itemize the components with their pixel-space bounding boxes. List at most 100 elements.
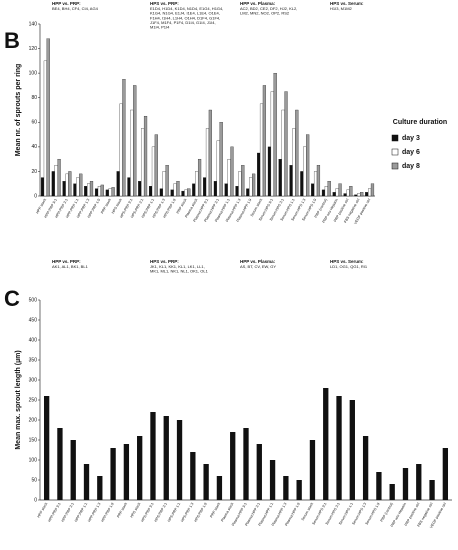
bar <box>270 91 274 197</box>
group-header: HPS vs. Serum: <box>330 1 364 6</box>
bar <box>46 38 50 197</box>
y-tick-label: 350 <box>29 357 38 363</box>
y-tick-label: 200 <box>29 417 38 423</box>
bar <box>306 134 310 197</box>
x-tick-label: HPS stock <box>111 198 123 215</box>
bar <box>127 177 131 197</box>
bar <box>416 464 422 500</box>
y-tick-label: 500 <box>29 297 38 303</box>
x-tick-label: HPS:PRP 1:9 <box>193 502 207 523</box>
bar <box>289 165 293 197</box>
bar <box>327 181 331 197</box>
bar <box>338 183 342 197</box>
bar <box>219 122 223 197</box>
y-tick-label: 140 <box>29 21 38 27</box>
bar <box>151 146 156 197</box>
group-header: HPP vs. PRP: <box>52 1 81 6</box>
y-tick-label: 50 <box>31 477 37 483</box>
group-header-line: AC2, BD2, CE2, DF2, HJ2, KL2, <box>240 6 297 11</box>
y-tick-label: 100 <box>29 70 38 76</box>
y-tick-label: 150 <box>29 437 38 443</box>
bar <box>249 177 253 197</box>
bar <box>370 183 375 197</box>
bar <box>267 146 272 197</box>
bar <box>100 184 104 197</box>
bar <box>256 444 262 500</box>
bar <box>116 171 120 197</box>
group-header: HPP vs. Plasma: <box>240 259 276 264</box>
x-tick-label: HPP:PRP 9:1 <box>47 502 61 523</box>
bar <box>273 72 277 197</box>
bar <box>284 91 288 197</box>
bar <box>87 183 91 197</box>
x-tick-label: HPP:PRP 1:3 <box>87 502 101 523</box>
y-tick-label: 300 <box>29 377 38 383</box>
bar <box>216 476 223 500</box>
group-header: HPS vs. PRP: <box>150 1 179 6</box>
bar <box>162 171 166 197</box>
bar <box>296 480 302 500</box>
bar <box>192 183 196 197</box>
bar <box>94 188 99 197</box>
y-tick-label: 0 <box>34 193 37 199</box>
bar <box>376 472 382 500</box>
bar <box>309 440 316 500</box>
bar <box>365 192 369 197</box>
bar <box>313 171 318 197</box>
x-tick-label: HPS:PRP 9:1 <box>140 502 154 523</box>
group-header-line: LM2, MN2, NO2, OP2, RS2 <box>240 11 290 16</box>
x-tick-label: PRP stock <box>100 198 112 215</box>
bar <box>343 193 347 197</box>
bar <box>137 436 143 500</box>
group-header-line: BE4, BH4, CF4, CI4, AG4 <box>52 6 99 11</box>
bar <box>154 134 158 197</box>
x-tick-label: HPP stock <box>37 502 49 519</box>
bar <box>262 85 267 197</box>
bar <box>360 192 364 197</box>
bar <box>283 476 289 500</box>
x-tick-label: Plasma stock <box>220 502 234 523</box>
x-tick-label: PRP (control) <box>380 502 394 523</box>
x-tick-label: HPP:PRP 3:1 <box>61 502 75 523</box>
y-axis-label: Mean nr. of sprouts per ring <box>15 64 22 157</box>
y-tick-label: 120 <box>29 46 38 52</box>
x-tick-label: HPP:PRP 1:9 <box>100 502 114 523</box>
bar <box>357 193 361 197</box>
bar <box>97 186 102 197</box>
bar <box>170 189 174 197</box>
bar <box>176 420 183 500</box>
bar <box>148 186 153 197</box>
bar <box>230 146 234 197</box>
bar <box>389 484 395 500</box>
bar <box>259 103 264 197</box>
bar <box>252 173 256 197</box>
legend-label: day 3 <box>402 135 420 142</box>
bar <box>76 177 80 197</box>
group-header-line: K1G4, N1G4, E1J4, I1E4, L1E4, O1E4, <box>150 11 220 16</box>
bar <box>79 173 83 197</box>
x-tick-label: HPS:PRP 1:3 <box>180 502 194 523</box>
bar <box>429 480 435 500</box>
bar <box>321 189 326 197</box>
bar <box>130 109 134 197</box>
bar <box>354 194 358 197</box>
bar <box>208 109 212 197</box>
bar <box>84 186 88 197</box>
x-tick-label: HPS stock <box>130 502 142 519</box>
group-header-line: LD1, OG1, QG1, RI1 <box>330 264 368 269</box>
bar <box>335 188 339 197</box>
group-header-line: MK1, ML1, NK1, NL1, OK1, OL1 <box>150 269 209 274</box>
bar <box>238 171 242 197</box>
group-header-line: M1I4, P1I4 <box>150 24 170 29</box>
bar <box>123 444 130 500</box>
bar <box>300 171 304 197</box>
bar <box>227 158 231 197</box>
bar <box>138 181 142 197</box>
y-tick-label: 400 <box>29 337 38 343</box>
bar <box>295 109 299 197</box>
bar <box>336 396 342 500</box>
bar <box>246 188 250 197</box>
panel-label: C <box>4 286 20 311</box>
y-tick-label: 40 <box>31 144 37 150</box>
bar <box>362 436 369 500</box>
